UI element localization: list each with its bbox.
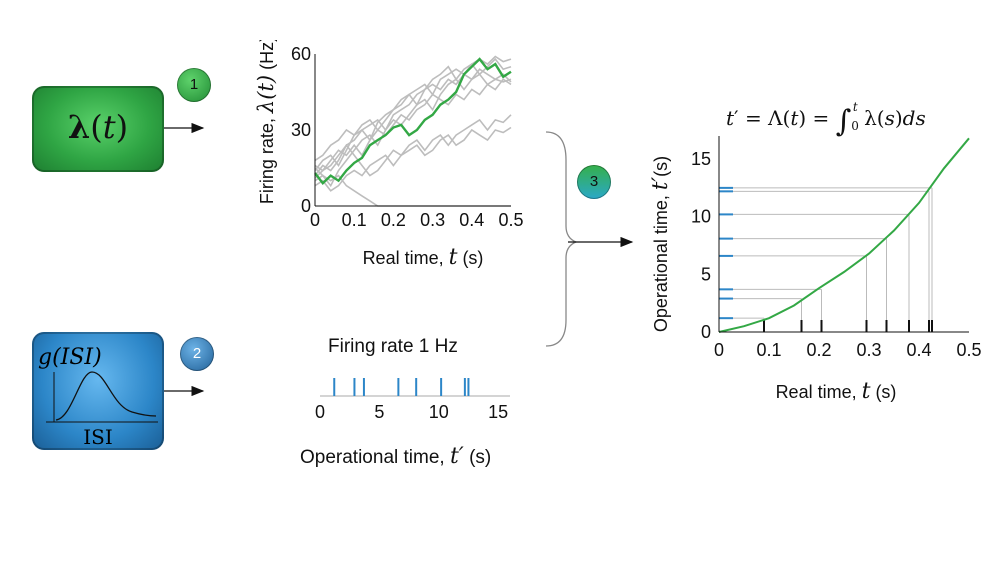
rate-trace-gray-3 — [314, 114, 512, 177]
x-tick-label: 10 — [429, 402, 449, 422]
x-tick-label: 0.1 — [756, 340, 781, 360]
x-tick-label: 0.2 — [806, 340, 831, 360]
step-badge-3: 3 — [577, 165, 611, 199]
rate-trace-gray-5 — [314, 126, 512, 192]
spike-panel-title: Firing rate 1 Hz — [328, 336, 458, 357]
x-tick-label: 0.1 — [342, 210, 367, 230]
x-axis-label: Real time, t (s) — [363, 245, 484, 270]
isi-distribution-box: g(ISI) ISI — [32, 332, 164, 450]
rescaling-curve — [718, 137, 970, 333]
time-rescaling-chart: 0 0.1 0.2 0.3 0.4 0.5 0 5 10 15 Real time, t (s) Op… — [648, 136, 982, 404]
y-axis-label: Firing rate, λ(t) (Hz) — [255, 40, 278, 204]
y-tick-label: 5 — [701, 264, 711, 284]
x-tick-label: 0.5 — [498, 210, 523, 230]
x-tick-label: 0 — [310, 210, 320, 230]
rate-trace-gray-2 — [314, 78, 512, 172]
y-axis-label: Operational time, t′(s) — [648, 156, 672, 332]
x-tick-label: 15 — [488, 402, 508, 422]
x-tick-label: 0.2 — [381, 210, 406, 230]
spike-panel-xlabel: Operational time, t′ (s) — [300, 444, 492, 469]
rate-trace-gray-1 — [314, 73, 512, 188]
x-tick-label: 0.3 — [856, 340, 881, 360]
y-tick-label: 10 — [691, 207, 711, 227]
firing-rate-chart: 0 0.1 0.2 0.3 0.4 0.5 0 30 60 Real time, t (s) Fir… — [255, 40, 524, 270]
step-badge-2: 2 — [180, 337, 214, 371]
x-tick-label: 0.3 — [420, 210, 445, 230]
y-tick-label: 30 — [291, 120, 311, 140]
y-tick-label: 60 — [291, 44, 311, 64]
x-tick-label: 0 — [714, 340, 724, 360]
x-tick-label: 5 — [374, 402, 384, 422]
isi-curve-icon: g(ISI) ISI — [38, 345, 158, 449]
operational-spike-raster: 0 5 10 15 — [315, 378, 510, 422]
x-tick-label: 0.4 — [906, 340, 931, 360]
y-tick-label: 15 — [691, 149, 711, 169]
step-badge-1: 1 — [177, 68, 211, 102]
y-tick-label: 0 — [701, 322, 711, 342]
integral-equation: t′ = Λ(t) = ∫0t λ(s)ds — [726, 100, 926, 139]
isi-label-top: g(ISI) — [38, 345, 102, 370]
rate-function-label: λ(t) — [67, 108, 129, 146]
y-tick-label: 0 — [301, 196, 311, 216]
x-tick-label: 0.4 — [459, 210, 484, 230]
x-tick-label: 0.5 — [956, 340, 981, 360]
rate-function-box: λ(t) — [32, 86, 164, 172]
rate-trace-highlight — [314, 57, 512, 185]
rate-trace-gray-7 — [314, 68, 512, 179]
x-tick-label: 0 — [315, 402, 325, 422]
x-axis-label: Real time, t (s) — [776, 379, 897, 404]
isi-label-bottom: ISI — [83, 425, 113, 449]
